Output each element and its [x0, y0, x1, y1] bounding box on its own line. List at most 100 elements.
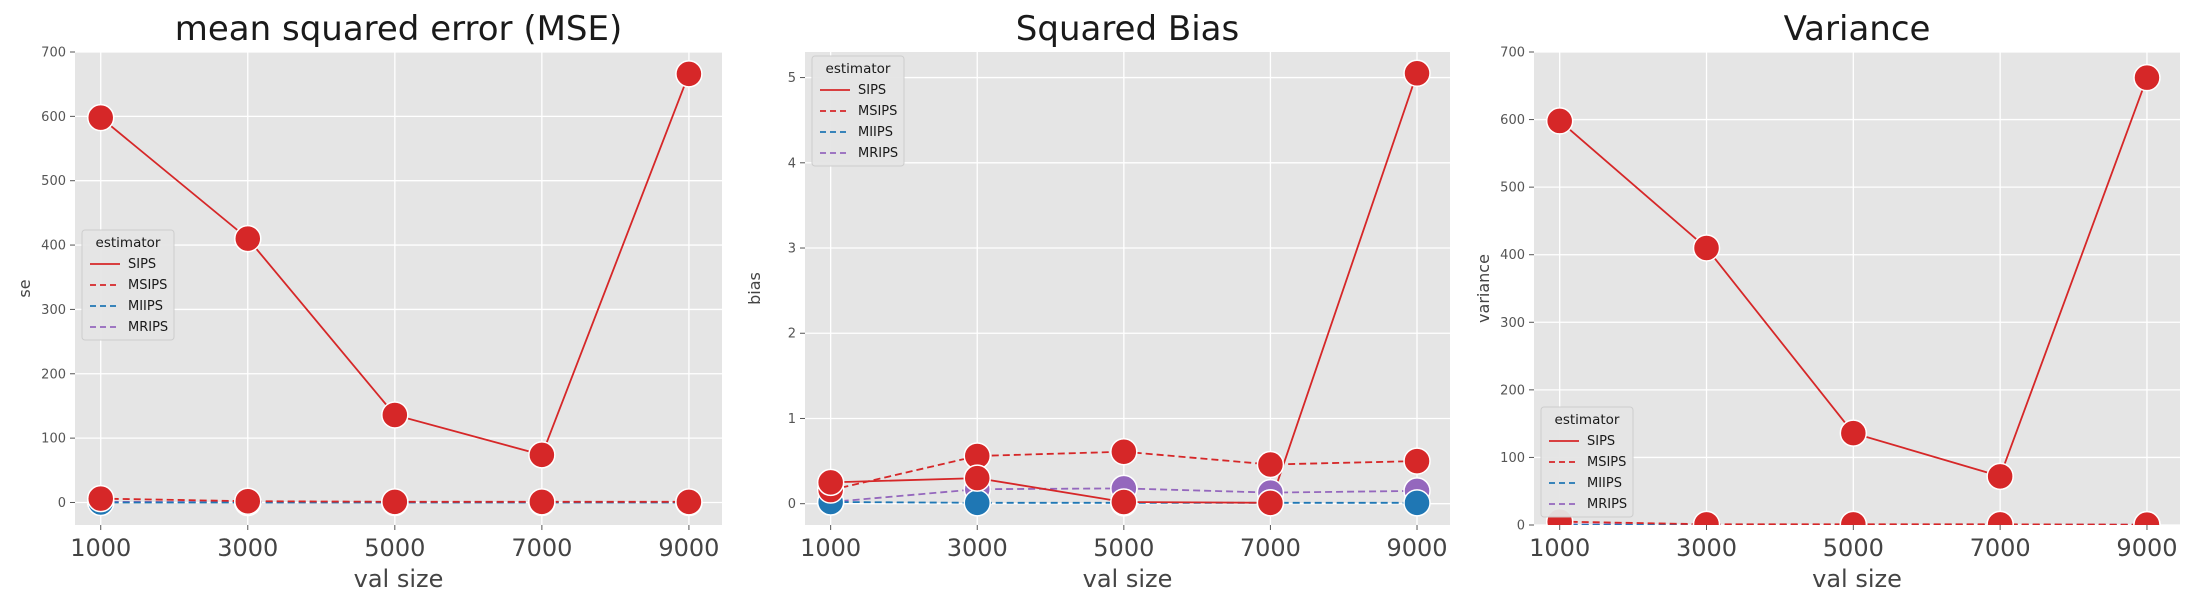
- y-tick-label: 400: [41, 239, 66, 254]
- data-point-sips: [528, 441, 556, 469]
- x-tick-label: 9000: [658, 534, 719, 562]
- data-layer: [816, 59, 1431, 517]
- legend-title: estimator: [1555, 412, 1620, 428]
- data-point-miips: [963, 489, 991, 517]
- x-tick-label: 9000: [1386, 534, 1447, 562]
- legend-label-miips: MIIPS: [858, 125, 893, 140]
- x-tick-label: 3000: [947, 534, 1008, 562]
- y-tick-label: 200: [41, 367, 66, 382]
- data-point-msips: [2133, 510, 2161, 525]
- x-axis-label: val size: [354, 565, 444, 593]
- legend-box: [811, 55, 905, 167]
- legend-box: [81, 229, 175, 341]
- y-tick-label: 300: [1500, 316, 1525, 331]
- legend-title: estimator: [96, 235, 161, 251]
- y-tick-label: 4: [788, 156, 796, 171]
- data-point-msips: [528, 488, 556, 516]
- x-tick-label: 5000: [1093, 534, 1154, 562]
- chart-title: mean squared error (MSE): [175, 9, 623, 49]
- plot-area: [75, 52, 722, 525]
- legend-label-miips: MIIPS: [128, 299, 163, 314]
- y-tick-label: 100: [41, 432, 66, 447]
- y-tick-label: 1: [788, 412, 796, 427]
- data-point-sips: [1256, 489, 1285, 517]
- data-point-sips: [234, 224, 262, 253]
- y-axis-label: se: [15, 279, 34, 297]
- data-point-msips: [1986, 510, 2014, 525]
- legend-label-mrips: MRIPS: [1587, 497, 1627, 512]
- data-point-msips: [675, 488, 703, 516]
- x-tick-label: 7000: [1240, 534, 1301, 562]
- y-tick-label: 700: [41, 46, 66, 61]
- data-point-sips: [816, 468, 845, 497]
- data-point-msips: [381, 488, 409, 516]
- y-tick-label: 0: [58, 496, 66, 511]
- y-tick-label: 500: [1500, 181, 1525, 196]
- data-point-sips: [86, 103, 115, 132]
- x-axis-label: val size: [1812, 565, 1902, 593]
- data-point-miips: [1403, 489, 1431, 517]
- y-tick-label: 0: [788, 497, 796, 512]
- data-point-sips: [1692, 234, 1721, 262]
- y-axis-label: bias: [745, 272, 764, 305]
- legend-label-msips: MSIPS: [128, 278, 167, 293]
- data-point-msips: [1256, 450, 1285, 479]
- data-layer: [1545, 63, 2161, 525]
- y-axis-label: variance: [1474, 254, 1493, 323]
- y-tick-label: 200: [1500, 383, 1525, 398]
- data-point-sips: [381, 401, 409, 429]
- x-tick-label: 7000: [511, 534, 572, 562]
- chart-panel-mse: 0 100 200 300 400 500 600 700 1000 3000 5000 7000 90…: [15, 9, 722, 593]
- y-tick-label: 5: [788, 71, 796, 86]
- y-tick-label: 600: [1500, 113, 1525, 128]
- legend-label-mrips: MRIPS: [858, 146, 898, 161]
- legend-label-sips: SIPS: [1587, 434, 1615, 449]
- chart-title: Squared Bias: [1016, 9, 1239, 49]
- legend: estimator SIPS MSIPS MIIPS MRIPS: [81, 229, 175, 341]
- series-line-miips: [830, 501, 1417, 504]
- legend-label-sips: SIPS: [858, 83, 886, 98]
- data-point-msips: [86, 484, 115, 513]
- x-tick-label: 5000: [1823, 534, 1884, 562]
- x-tick-label: 1000: [1529, 534, 1590, 562]
- x-tick-label: 7000: [1970, 534, 2031, 562]
- y-tick-label: 300: [41, 303, 66, 318]
- series-line-msips: [1559, 520, 2148, 525]
- x-tick-label: 3000: [1676, 534, 1737, 562]
- data-point-msips: [1403, 447, 1431, 475]
- data-point-msips: [1839, 510, 1868, 525]
- legend-label-sips: SIPS: [128, 257, 156, 272]
- y-tick-label: 3: [788, 242, 796, 257]
- legend: estimator SIPS MSIPS MIIPS MRIPS: [1540, 406, 1634, 518]
- data-point-sips: [2133, 63, 2161, 92]
- x-tick-label: 3000: [217, 534, 278, 562]
- chart-title: Variance: [1784, 9, 1931, 49]
- x-axis-label: val size: [1083, 565, 1173, 593]
- data-point-msips: [1110, 437, 1138, 466]
- chart-panel-bias: 0 1 2 3 4 5 1000 3000 5000 7000 9000 Squared Bias va…: [745, 9, 1450, 593]
- y-tick-label: 700: [1500, 46, 1525, 61]
- y-tick-label: 2: [788, 327, 796, 342]
- x-tick-label: 1000: [800, 534, 861, 562]
- data-point-sips: [1403, 59, 1431, 88]
- data-point-sips: [1110, 488, 1138, 516]
- data-layer: [86, 60, 703, 517]
- legend: estimator SIPS MSIPS MIIPS MRIPS: [811, 55, 905, 167]
- y-tick-label: 400: [1500, 248, 1525, 263]
- chart-panel-variance: 0 100 200 300 400 500 600 700 1000 3000 5000 7000 90…: [1474, 9, 2180, 593]
- data-point-msips: [234, 487, 262, 515]
- x-tick-label: 9000: [2116, 534, 2177, 562]
- data-point-sips: [675, 60, 703, 88]
- legend-title: estimator: [826, 61, 891, 77]
- legend-label-msips: MSIPS: [1587, 455, 1626, 470]
- x-tick-label: 1000: [70, 534, 131, 562]
- data-point-sips: [1986, 462, 2014, 491]
- data-point-sips: [963, 464, 991, 492]
- y-tick-label: 0: [1517, 519, 1525, 534]
- legend-label-mrips: MRIPS: [128, 320, 168, 335]
- data-point-sips: [1545, 107, 1574, 135]
- y-tick-label: 500: [41, 174, 66, 189]
- legend-box: [1540, 406, 1634, 518]
- data-point-sips: [1839, 419, 1868, 447]
